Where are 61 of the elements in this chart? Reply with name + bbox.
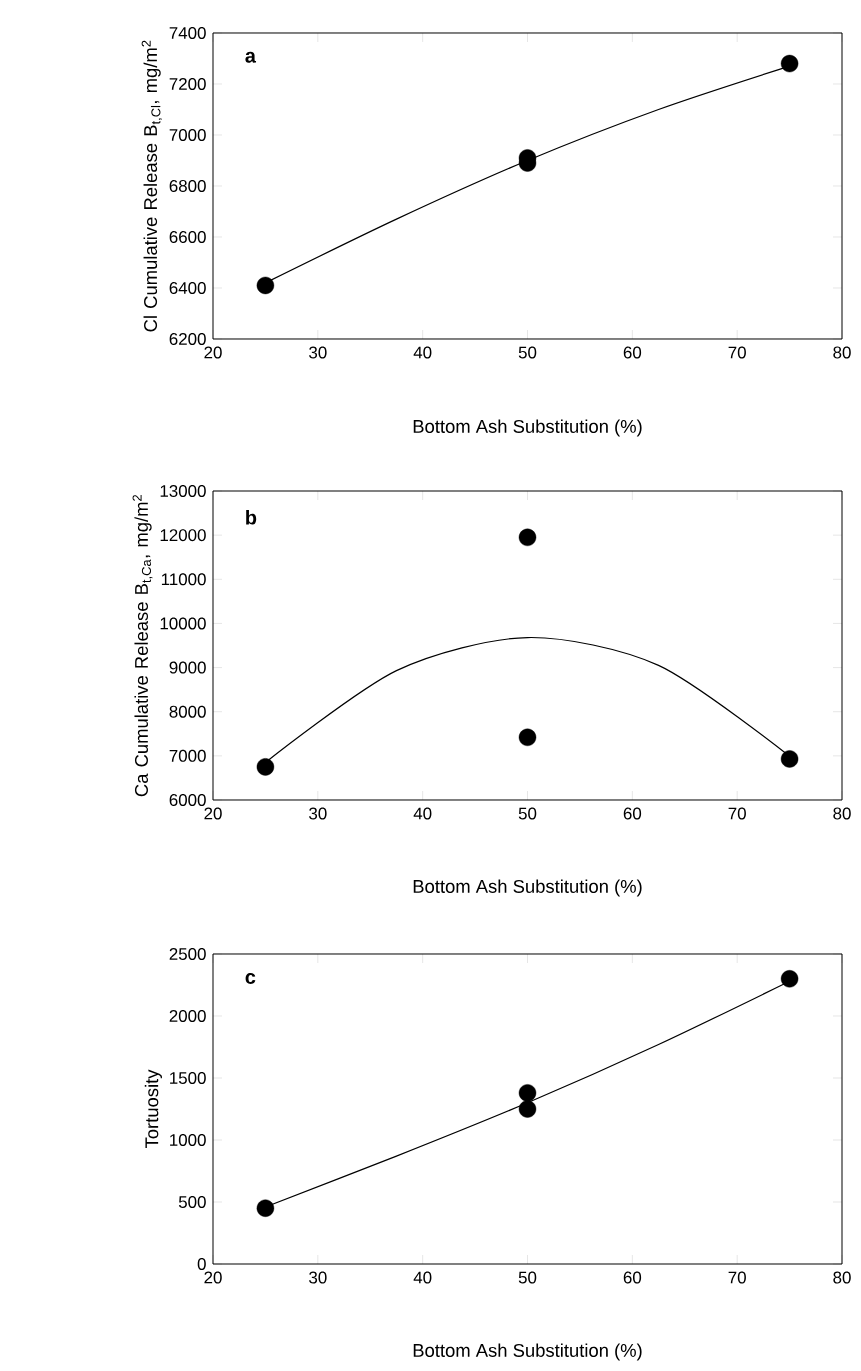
x-tick-label: 60	[623, 1271, 642, 1284]
point	[780, 970, 799, 988]
annotation: b	[246, 509, 257, 525]
y-tick-label: 9000	[169, 661, 206, 674]
y-axis-title: Ca Cumulative Release B$_{t,Ca}$, mg/m$^{2}$	[132, 495, 153, 797]
y-tick-label: 2000	[169, 1010, 206, 1022]
y-tick-label: 6400	[169, 281, 206, 294]
y-tick-label: 10000	[160, 617, 206, 630]
x-tick-label: 40	[413, 346, 432, 359]
point	[256, 1199, 275, 1217]
annotation: c	[245, 973, 256, 984]
x-tick-label: 80	[833, 1271, 851, 1284]
y-tick-label: 6600	[169, 230, 206, 243]
y-tick-label: 2500	[169, 948, 206, 960]
x-tick-label: 40	[413, 807, 432, 820]
y-tick-label: 11000	[161, 573, 206, 586]
x-axis-title: Bottom Ash Substitution (%)	[413, 1343, 642, 1361]
annotation: a	[245, 51, 257, 63]
x-axis-title: Bottom Ash Substitution (%)	[413, 419, 642, 437]
x-tick-label: 50	[518, 1271, 537, 1284]
x-tick-label: 30	[309, 346, 327, 359]
point	[518, 1100, 537, 1118]
y-tick-label: 7400	[169, 26, 206, 39]
y-tick-label: 7000	[169, 749, 206, 762]
x-tick-label: 40	[413, 1271, 432, 1284]
y-tick-label: 0	[197, 1258, 206, 1270]
y-tick-label: 6800	[169, 179, 206, 192]
x-tick-label: 30	[309, 1271, 327, 1284]
x-tick-label: 20	[204, 346, 222, 359]
point	[780, 54, 799, 73]
y-tick-label: 1500	[170, 1072, 206, 1084]
x-tick-label: 70	[728, 346, 746, 359]
x-tick-label: 60	[623, 346, 642, 359]
x-tick-label: 70	[728, 1271, 746, 1284]
y-tick-label: 6200	[169, 332, 206, 345]
x-tick-label: 80	[833, 807, 851, 820]
y-tick-label: 7200	[169, 77, 206, 90]
x-tick-label: 80	[833, 346, 851, 359]
x-tick-label: 60	[623, 807, 642, 820]
point	[518, 728, 537, 747]
y-tick-label: 1000	[170, 1134, 206, 1146]
point	[256, 758, 275, 776]
x-tick-label: 50	[518, 346, 537, 359]
point	[256, 276, 275, 295]
x-tick-label: 70	[728, 807, 746, 820]
y-tick-label: 12000	[160, 529, 206, 542]
point	[518, 1084, 537, 1102]
y-axis-title: Tortuosity	[144, 1069, 162, 1149]
x-axis-title: Bottom Ash Substitution (%)	[413, 879, 642, 897]
y-tick-label: 13000	[160, 485, 206, 497]
point	[780, 750, 799, 768]
y-tick-label: 6000	[169, 794, 206, 806]
y-axis-title: Cl Cumulative Release B$_{t,Cl}$, mg/m$^{2}$	[141, 40, 162, 332]
x-tick-label: 20	[204, 1271, 222, 1284]
y-tick-label: 500	[178, 1196, 206, 1208]
x-tick-label: 30	[309, 807, 327, 820]
point	[518, 528, 537, 547]
y-tick-label: 8000	[169, 705, 206, 718]
x-tick-label: 20	[204, 807, 222, 820]
y-tick-label: 7000	[169, 128, 206, 141]
x-tick-label: 50	[518, 807, 537, 820]
